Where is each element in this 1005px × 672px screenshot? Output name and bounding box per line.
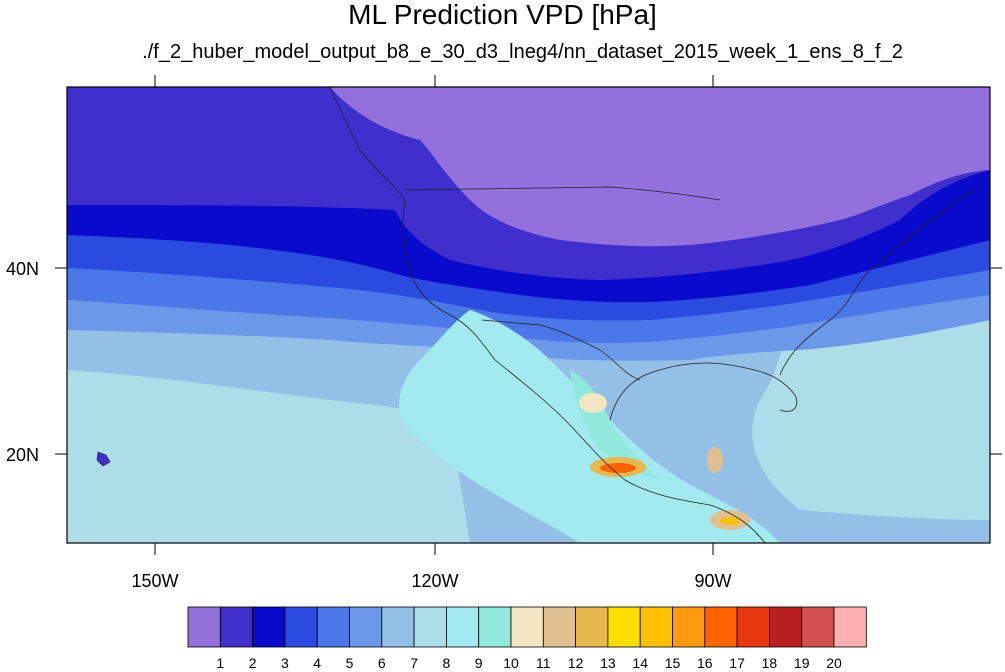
- colorbar-label: 15: [665, 655, 681, 671]
- colorbar-swatch: [349, 606, 383, 648]
- vpd-light-patch-pacific: [210, 465, 370, 501]
- colorbar-label: 20: [826, 655, 842, 671]
- map-title: ML Prediction VPD [hPa]: [348, 0, 657, 30]
- map-ticks: [55, 75, 1002, 555]
- colorbar-labels: 1 2 3 4 5 6 7 8 9 10 11 12 13 14 15 16 17 18 19 20: [216, 655, 842, 671]
- border-us-mexico: [481, 319, 641, 381]
- vpd-hotspot-baja: [579, 393, 607, 413]
- lon-tick-90w: 90W: [694, 571, 731, 591]
- coastline-north-america: [329, 87, 766, 543]
- colorbar-swatch: [736, 606, 770, 648]
- colorbar-swatch: [187, 606, 221, 648]
- vpd-hotspot-mexico-core: [600, 463, 636, 473]
- colorbar-swatch: [801, 606, 835, 648]
- colorbar-swatch: [542, 606, 576, 648]
- vpd-band-7: [67, 370, 470, 543]
- colorbar-label: 18: [762, 655, 778, 671]
- colorbar-label: 14: [632, 655, 648, 671]
- vpd-hotspot-central-america-core: [720, 517, 740, 525]
- colorbar-label: 19: [794, 655, 810, 671]
- colorbar-swatch: [704, 606, 738, 648]
- colorbar-swatch: [445, 606, 480, 648]
- vpd-hotspot-yucatan: [707, 447, 723, 473]
- colorbar-swatch: [769, 606, 803, 648]
- map-subtitle: ./f_2_huber_model_output_b8_e_30_d3_lneg…: [142, 41, 903, 63]
- colorbar-swatch: [381, 606, 415, 648]
- coastline-hawaii: [96, 451, 111, 467]
- colorbar-label: 12: [568, 655, 584, 671]
- colorbar-label: 4: [313, 655, 321, 671]
- colorbar-label: 5: [346, 655, 354, 671]
- colorbar-swatch: [833, 606, 867, 648]
- colorbar-swatch: [316, 606, 350, 648]
- colorbar-swatch: [284, 606, 318, 648]
- colorbar-label: 17: [729, 655, 745, 671]
- colorbar: [187, 606, 867, 648]
- vpd-band-1: [330, 87, 990, 247]
- colorbar-swatch: [672, 606, 706, 648]
- colorbar-label: 7: [410, 655, 418, 671]
- colorbar-label: 10: [503, 655, 519, 671]
- lat-tick-20n: 20N: [6, 445, 39, 465]
- lat-tick-40n: 40N: [6, 259, 39, 279]
- lon-tick-120w: 120W: [411, 571, 458, 591]
- map-frame: [66, 86, 991, 544]
- colorbar-label: 9: [475, 655, 483, 671]
- map-plot-area: [67, 87, 990, 543]
- colorbar-label: 16: [697, 655, 713, 671]
- colorbar-swatch: [478, 606, 512, 648]
- colorbar-label: 11: [536, 655, 551, 671]
- colorbar-swatch: [607, 606, 641, 648]
- colorbar-label: 6: [378, 655, 386, 671]
- colorbar-swatch: [639, 606, 673, 648]
- border-us-canada: [404, 186, 721, 201]
- colorbar-swatch: [219, 606, 254, 648]
- colorbar-label: 8: [443, 655, 451, 671]
- colorbar-swatch: [252, 606, 286, 648]
- colorbar-swatch: [413, 606, 447, 648]
- lon-tick-150w: 150W: [131, 571, 178, 591]
- colorbar-label: 2: [249, 655, 257, 671]
- colorbar-label: 13: [600, 655, 616, 671]
- colorbar-label: 1: [216, 655, 224, 671]
- colorbar-swatch: [575, 606, 609, 648]
- colorbar-label: 3: [281, 655, 289, 671]
- coastline-east: [779, 189, 976, 376]
- coastline-gulf: [609, 362, 798, 421]
- colorbar-swatch: [510, 606, 544, 648]
